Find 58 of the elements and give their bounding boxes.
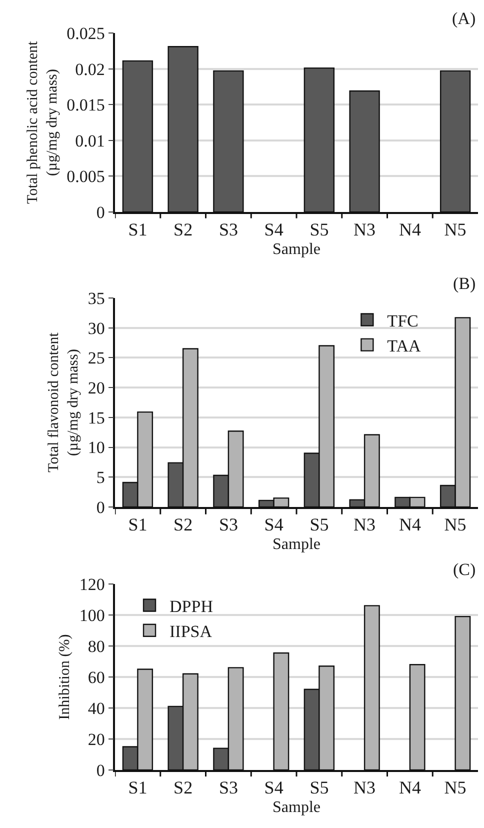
y-tick-label: 5 [96,468,105,488]
x-tick-label: S3 [218,220,238,240]
x-tick-label: S1 [128,514,148,535]
legend-label: TFC [387,311,418,330]
y-tick-label: 120 [79,574,105,594]
x-tick-label: N3 [354,778,376,798]
y-tick-label: 40 [88,698,105,718]
y-tick-label: 0 [96,498,105,517]
x-tick-label: N4 [398,220,421,240]
x-tick-label: S5 [310,514,329,535]
x-tick-label: S2 [174,514,193,535]
legend-label: DPPH [170,596,213,616]
x-tick-label: S4 [264,514,284,535]
x-tick-label: N3 [354,220,376,240]
x-tick-label: S1 [128,778,148,798]
y-tick-label: 35 [88,288,105,308]
y-tick-label: 0.015 [66,96,105,115]
x-tick-label: N5 [444,778,466,798]
text: (B) [453,274,476,293]
y-tick-label: 60 [88,668,105,687]
y-tick-label: 30 [88,318,105,338]
x-tick-label: S1 [128,220,148,240]
y-tick-label: 0 [96,760,105,780]
text: (A) [452,9,476,28]
x-tick-label: N5 [444,220,466,240]
y-tick-label: 0.025 [66,24,105,43]
y-axis-title: Inhibition (%) [57,634,74,720]
y-axis-title: Total phenolic acid content (µg/mg dry mass) [24,40,60,204]
x-axis-title: Sample [272,536,320,553]
x-tick-label: S2 [174,220,193,240]
x-tick-label: S2 [174,778,193,798]
x-axis-title: Sample [272,240,320,258]
x-tick-label: S4 [264,220,284,240]
x-tick-label: N3 [354,514,376,535]
y-tick-label: 80 [88,636,105,656]
x-axis-title: Sample [272,798,320,816]
y-tick-label: 0.02 [75,60,105,79]
y-axis-title: Total flavonoid content (µg/mg dry mass) [46,332,82,472]
y-tick-label: 25 [88,348,105,368]
y-tick-label: 0.01 [75,131,105,150]
x-tick-label: N5 [444,514,466,535]
x-tick-label: S3 [218,778,238,798]
y-tick-label: 0.005 [66,167,105,186]
y-tick-label: 20 [88,378,105,398]
y-tick-label: 15 [88,408,105,428]
x-tick-label: N4 [398,514,421,535]
legend-label: TAA [387,336,422,356]
y-tick-label: 100 [79,606,105,625]
text: (C) [453,560,476,579]
x-tick-label: S5 [310,220,329,240]
y-tick-label: 0 [96,202,105,222]
y-tick-label: 20 [88,730,105,749]
x-tick-label: S5 [310,778,329,798]
x-tick-label: S4 [264,778,284,798]
y-tick-label: 10 [88,438,105,458]
x-tick-label: S3 [218,514,238,535]
legend-label: IIPSA [170,622,213,641]
x-tick-label: N4 [398,778,421,798]
